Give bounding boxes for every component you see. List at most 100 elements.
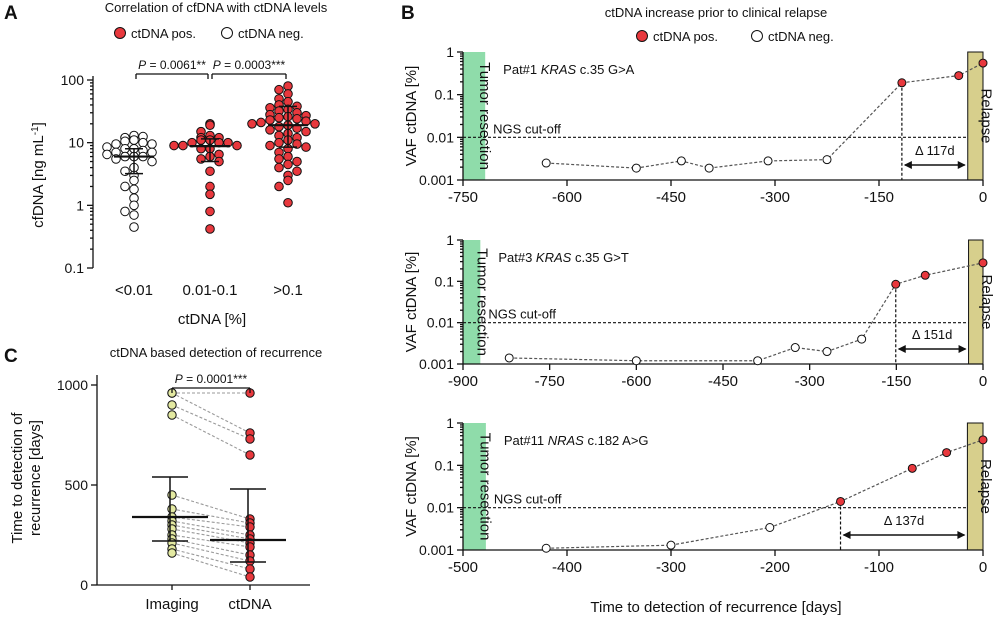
panel-c-pvalue-part: = 0.0001*** [183,372,248,386]
panel-c-pair-line [171,414,251,456]
legend-b-pos-label: ctDNA pos. [653,29,718,44]
relapse-label: Relapse [977,459,994,514]
panel-a-point [147,156,157,167]
panel-a-point [274,154,284,164]
resection-band [463,423,486,550]
panel-b-y-label: VAF ctDNA [%] [403,252,420,353]
panel-a-point [283,81,293,91]
panel-a-point [265,140,275,151]
panel-c-pair-line [171,542,251,562]
panel-b-x-tick-label: 0 [979,559,987,576]
panel-b-x-tick-label: -600 [621,373,651,390]
patient-label-part: c.182 A>G [584,433,649,448]
panel-c-imaging-point [167,410,177,420]
patient-label-part: Pat#11 [504,433,548,448]
panel-b-x-tick-label: -750 [448,189,478,206]
panel-b-x-tick-label: -300 [656,559,686,576]
panel-a-point [196,135,206,145]
panel-c-ctdna-point [245,450,255,460]
panel-a-y-label-sup: -1 [30,126,41,135]
vaf-point [504,353,514,363]
panel-c-pair-line [171,494,251,520]
panel-b-x-tick-label: 0 [979,373,987,390]
panel-a-x-label: ctDNA [%] [178,311,246,328]
panel-a-point [129,184,139,195]
panel-a-category-label: <0.01 [115,282,153,299]
panel-a-point [205,224,215,234]
panel-a-category-label: >0.1 [273,282,303,299]
vaf-trend-line [546,439,984,549]
vaf-point [942,448,952,458]
panel-b-x-tick-label: -300 [760,189,790,206]
legend-pos-label: ctDNA pos. [131,26,196,41]
vaf-trend-line [546,62,984,169]
vaf-point [790,343,800,353]
panel-letter-c: C [4,346,18,367]
delta-arrow-head-right [958,345,967,353]
panel-c-pair-line [171,534,251,548]
panel-a-point [283,89,293,99]
panel-a-pvalue-part: = 0.0003*** [221,58,286,72]
panel-a-point [247,119,257,129]
patient-label: Pat#3 KRAS c.35 G>T [498,250,628,265]
legend-neg-label: ctDNA neg. [238,26,304,41]
panel-a-pvalue: P = 0.0003*** [213,58,286,72]
panel-a-point [274,162,284,173]
panel-b-x-tick-label: -150 [881,373,911,390]
panel-a-point [147,147,157,158]
resection-band [463,52,486,180]
panel-a-pvalue: P = 0.0061** [138,58,206,72]
panel-a-point [129,222,139,232]
legend-pos-marker [114,27,126,39]
panel-c-ctdna-point [245,434,255,444]
panel-a-point [301,142,311,152]
panel-b-x-label: Time to detection of recurrence [days] [590,599,841,616]
panel-b-y-tick-label: 1 [446,232,454,248]
resection-label: Tumor resection [476,433,493,541]
panel-b-y-tick-label: 0.001 [419,542,454,558]
vaf-point [954,71,964,81]
vaf-point [822,347,832,357]
cutoff-label: NGS cut-off [494,492,562,507]
panel-letter-a: A [4,3,18,24]
panel-a-point [274,181,284,192]
panel-b-x-tick-label: -150 [864,189,894,206]
panel-b-y-tick-label: 0.01 [427,129,454,145]
panel-a-title: Correlation of cfDNA with ctDNA levels [105,0,328,15]
patient-label-part: KRAS [536,250,572,265]
panel-a-point [292,166,302,177]
delta-arrow-head-left [903,161,912,169]
panel-b-x-tick-label: -900 [448,373,478,390]
panel-b-x-tick-label: -750 [535,373,565,390]
panel-a-point [283,151,293,162]
panel-c-ctdna-point [245,522,255,532]
vaf-point [631,163,641,173]
panel-c-ctdna-point [245,542,255,552]
panel-a-y-tick-label: 100 [61,72,85,88]
panel-a-point [138,137,148,148]
panel-c-imaging-point [167,490,177,500]
panel-c-y-label-1: Time to detection of [9,412,26,544]
panel-b-x-tick-label: -450 [708,373,738,390]
panel-a-y-label-end: ] [30,122,47,126]
vaf-point [978,58,988,68]
panel-a-point [205,189,215,200]
panel-b-y-tick-label: 0.1 [435,87,455,103]
panel-a-point [292,156,302,167]
panel-c-y-tick-label: 0 [80,577,88,593]
panel-a-point [292,139,302,149]
panel-a-y-tick-label: 1 [76,197,84,213]
relapse-label: Relapse [977,88,994,143]
panel-a-point [283,197,293,208]
panel-c-pair-line [171,508,251,524]
panel-c-pvalue: P = 0.0001*** [175,372,248,386]
delta-label: Δ 137d [884,513,925,528]
patient-label-part: Pat#3 [498,250,536,265]
vaf-trend-line [509,262,984,362]
panel-a-point [120,206,130,217]
panel-a-point [169,140,179,151]
panel-a-point [129,200,139,211]
panel-a-point [283,175,293,186]
vaf-point [753,356,763,366]
panel-b-y-tick-label: 0.01 [427,315,454,331]
